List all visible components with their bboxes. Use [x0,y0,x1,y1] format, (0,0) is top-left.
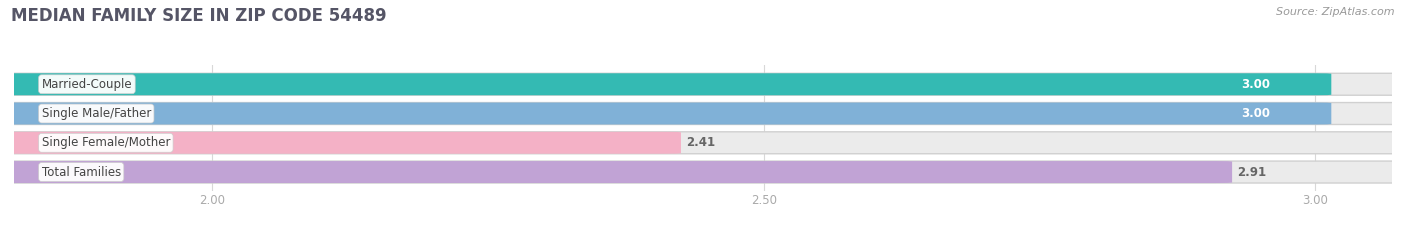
Text: 2.91: 2.91 [1237,165,1267,178]
Text: Source: ZipAtlas.com: Source: ZipAtlas.com [1277,7,1395,17]
FancyBboxPatch shape [0,103,1331,124]
FancyBboxPatch shape [0,132,681,154]
Text: Total Families: Total Families [42,165,121,178]
FancyBboxPatch shape [0,103,1406,124]
Text: MEDIAN FAMILY SIZE IN ZIP CODE 54489: MEDIAN FAMILY SIZE IN ZIP CODE 54489 [11,7,387,25]
FancyBboxPatch shape [0,161,1406,183]
FancyBboxPatch shape [0,73,1331,95]
Text: Married-Couple: Married-Couple [42,78,132,91]
Text: 3.00: 3.00 [1241,107,1271,120]
Text: 2.41: 2.41 [686,136,716,149]
FancyBboxPatch shape [0,73,1406,95]
FancyBboxPatch shape [0,132,1406,154]
Text: Single Female/Mother: Single Female/Mother [42,136,170,149]
Text: 3.00: 3.00 [1241,78,1271,91]
Text: Single Male/Father: Single Male/Father [42,107,150,120]
FancyBboxPatch shape [0,161,1232,183]
